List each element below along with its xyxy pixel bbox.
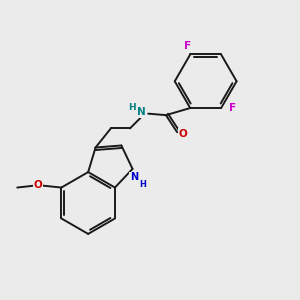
Text: N: N xyxy=(137,107,146,117)
Text: H: H xyxy=(128,103,135,112)
Text: O: O xyxy=(178,129,187,139)
Text: H: H xyxy=(140,180,146,189)
Text: N: N xyxy=(130,172,138,182)
Text: F: F xyxy=(184,41,191,51)
Text: O: O xyxy=(34,180,42,190)
Text: F: F xyxy=(229,103,236,113)
